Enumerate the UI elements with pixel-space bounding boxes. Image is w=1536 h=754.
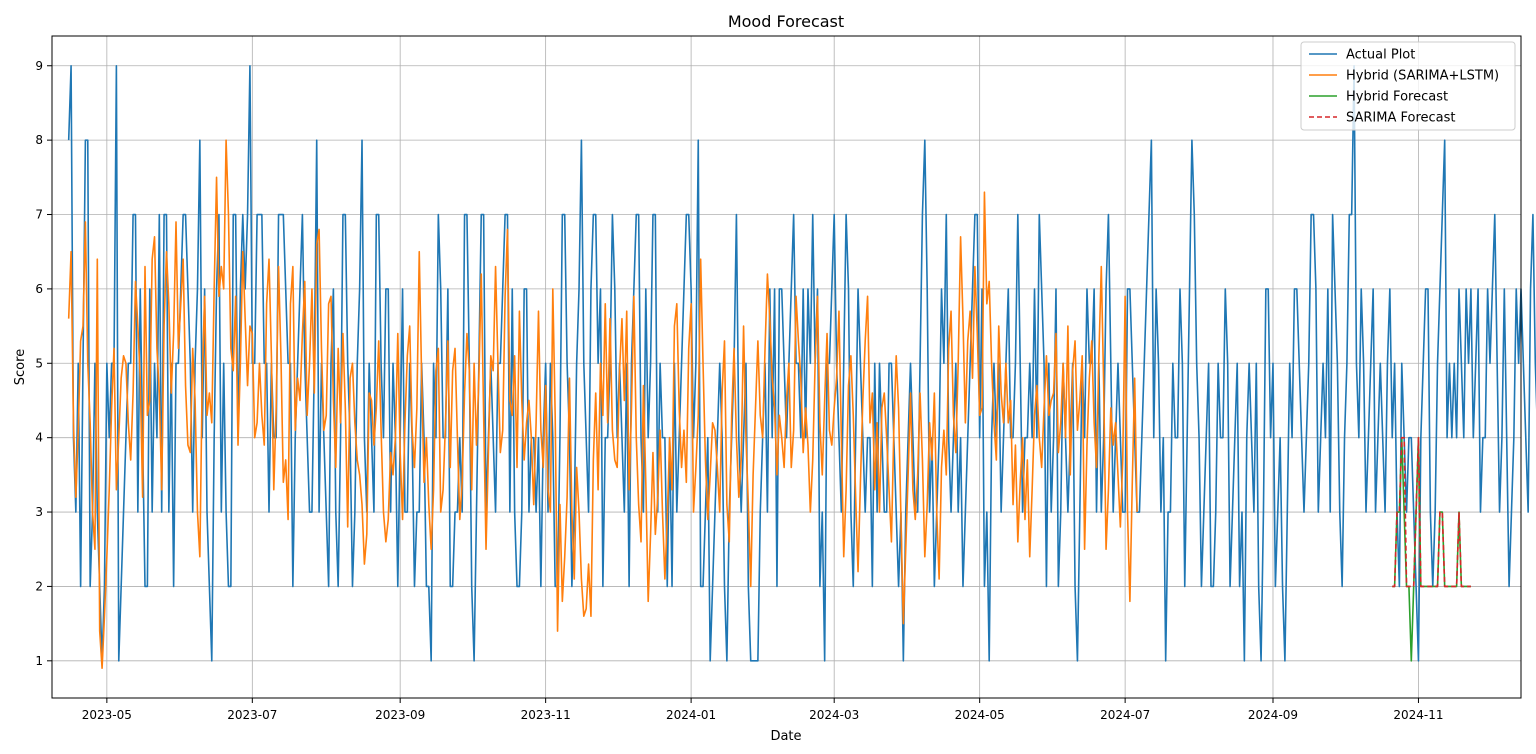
x-tick-label: 2023-05 — [82, 708, 132, 722]
legend-label: Hybrid Forecast — [1346, 90, 1448, 105]
x-tick-label: 2024-03 — [809, 708, 859, 722]
y-tick-label: 5 — [35, 356, 43, 370]
chart-title: Mood Forecast — [728, 12, 844, 31]
legend-box — [1300, 41, 1516, 131]
plot-area-frame — [51, 35, 1522, 699]
y-tick-label: 3 — [35, 505, 43, 519]
y-tick-label: 8 — [35, 133, 43, 147]
legend-label: Actual Plot — [1346, 48, 1415, 63]
y-axis-title: Score — [13, 349, 28, 385]
x-tick-label: 2024-11 — [1393, 708, 1443, 722]
x-axis-title: Date — [770, 729, 801, 744]
x-tick-label: 2023-09 — [375, 708, 425, 722]
x-tick-label: 2023-07 — [227, 708, 277, 722]
y-tick-label: 4 — [35, 431, 43, 445]
y-axis: 1 2 3 4 5 6 7 8 9 — [35, 59, 52, 668]
y-tick-label: 7 — [35, 208, 43, 222]
x-tick-label: 2024-07 — [1100, 708, 1150, 722]
y-tick-label: 9 — [35, 59, 43, 73]
x-tick-label: 2023-11 — [521, 708, 571, 722]
y-tick-label: 2 — [35, 579, 43, 593]
series-layer — [67, 64, 1536, 670]
y-tick-label: 6 — [35, 282, 43, 296]
x-axis: 2023-05 2023-07 2023-09 2023-11 2024-01 2024-… — [82, 698, 1444, 722]
y-tick-label: 1 — [35, 654, 43, 668]
legend: Actual Plot Hybrid (SARIMA+LSTM) Hybrid Fo… — [1300, 41, 1516, 131]
actual-plot-line — [67, 64, 1536, 662]
x-tick-label: 2024-01 — [666, 708, 716, 722]
hybrid-line — [67, 139, 1138, 670]
x-tick-label: 2024-05 — [955, 708, 1005, 722]
x-tick-label: 2024-09 — [1248, 708, 1298, 722]
legend-label: SARIMA Forecast — [1346, 111, 1456, 126]
legend-label: Hybrid (SARIMA+LSTM) — [1346, 69, 1499, 84]
sarima-forecast-line — [1392, 436, 1471, 588]
